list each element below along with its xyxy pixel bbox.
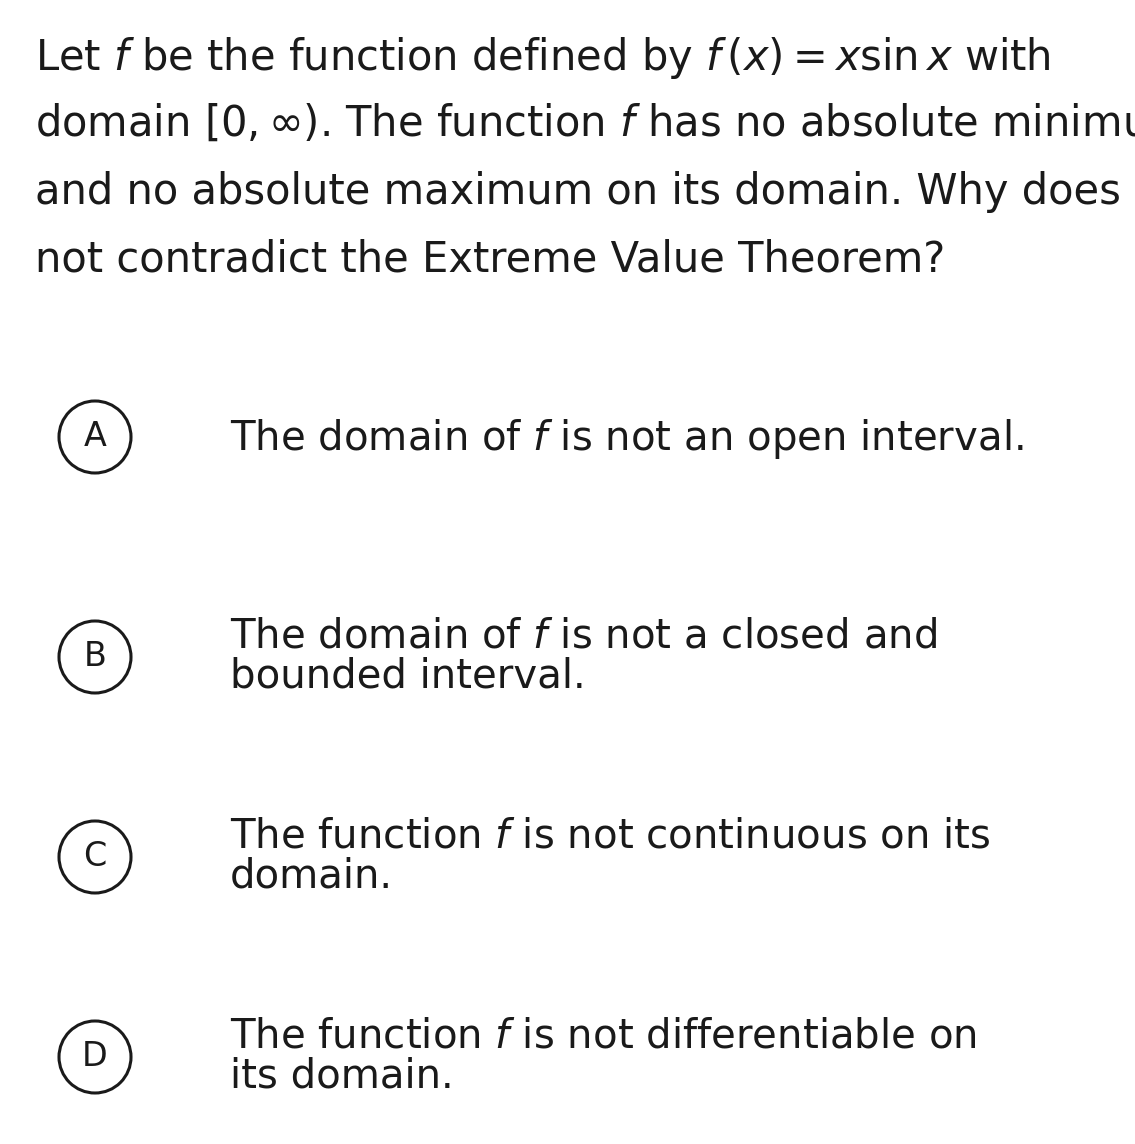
- Text: domain.: domain.: [230, 857, 393, 897]
- Text: C: C: [83, 841, 107, 874]
- Text: domain $[0, \infty)$. The function $f$ has no absolute minimum: domain $[0, \infty)$. The function $f$ h…: [35, 103, 1135, 145]
- Text: D: D: [82, 1041, 108, 1073]
- Text: The function $f$ is not differentiable on: The function $f$ is not differentiable o…: [230, 1017, 977, 1057]
- Text: its domain.: its domain.: [230, 1057, 454, 1097]
- Text: The function $f$ is not continuous on its: The function $f$ is not continuous on it…: [230, 817, 991, 857]
- Text: Let $f$ be the function defined by $f\,(x) = x\sin x$ with: Let $f$ be the function defined by $f\,(…: [35, 35, 1051, 81]
- Text: A: A: [84, 421, 107, 453]
- Text: bounded interval.: bounded interval.: [230, 657, 586, 697]
- Text: B: B: [84, 641, 107, 674]
- Text: The domain of $f$ is not an open interval.: The domain of $f$ is not an open interva…: [230, 418, 1024, 461]
- Text: The domain of $f$ is not a closed and: The domain of $f$ is not a closed and: [230, 617, 938, 657]
- Text: not contradict the Extreme Value Theorem?: not contradict the Extreme Value Theorem…: [35, 239, 945, 281]
- Text: and no absolute maximum on its domain. Why does this: and no absolute maximum on its domain. W…: [35, 170, 1135, 213]
